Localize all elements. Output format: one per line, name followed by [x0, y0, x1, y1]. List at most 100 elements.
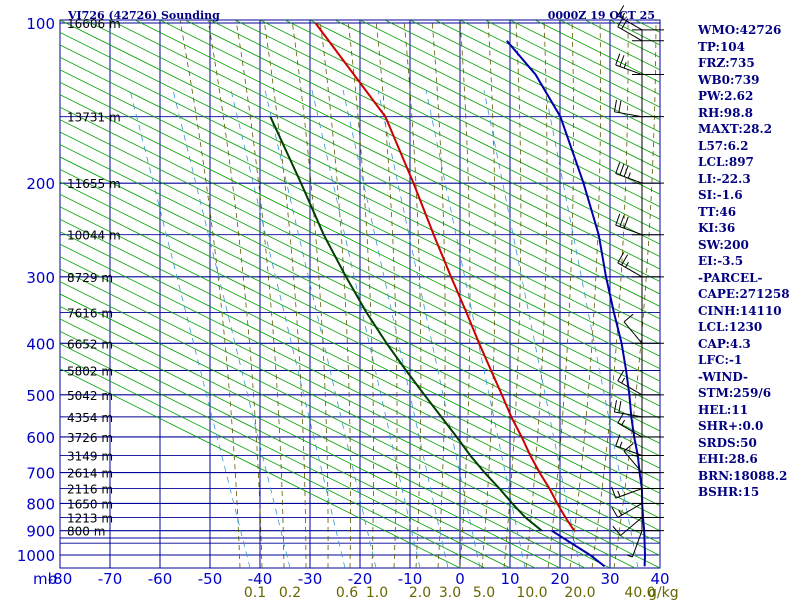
dry-adiabat-line: [60, 368, 461, 568]
surface-parcel-trace: [551, 529, 606, 568]
moist-adiabat-line: [613, 20, 657, 568]
wind-barb-flag: [623, 165, 629, 177]
dry-adiabat-line: [60, 256, 660, 556]
height-label: 1213 m: [67, 511, 113, 525]
dry-adiabat-line: [60, 69, 660, 370]
mixing-ratio-line: [311, 89, 421, 568]
height-label: 16606 m: [67, 17, 121, 31]
wind-barb-flag: [612, 525, 621, 536]
dry-adiabat-line: [234, 20, 660, 233]
moist-adiabat-line: [431, 20, 446, 568]
pressure-tick-label: 900: [26, 523, 55, 541]
stat-item: CAP:4.3: [698, 336, 751, 351]
wind-barb-flag: [623, 443, 634, 452]
mixing-ratio-label: 10.0: [516, 585, 547, 600]
height-label: 11655 m: [67, 177, 121, 191]
stat-item: TT:46: [698, 204, 737, 219]
pressure-tick-label: 400: [26, 335, 55, 353]
stat-item: RH:98.8: [698, 105, 753, 120]
dry-adiabat-line: [109, 20, 660, 295]
dry-adiabat-line: [60, 268, 660, 568]
moist-adiabat-line: [591, 20, 629, 568]
pressure-tick-label: 1000: [17, 547, 55, 565]
dry-adiabat-line: [209, 20, 660, 245]
temperature-tick-label: -10: [398, 570, 423, 588]
height-label: 8729 m: [67, 271, 113, 285]
pressure-tick-label: 600: [26, 429, 55, 447]
stat-item: BSHR:15: [698, 485, 760, 499]
moist-adiabat-line: [291, 20, 329, 568]
wind-barb: [611, 486, 664, 499]
wind-barb-flag: [618, 509, 623, 516]
stat-item: STM:259/6: [698, 386, 772, 400]
wind-barb-staff: [614, 411, 643, 418]
wind-barb: [615, 434, 664, 456]
wind-barb-flag: [623, 216, 629, 229]
mixing-ratio-label: 0.6: [336, 585, 358, 600]
mixing-ratio-label: 20.0: [564, 585, 595, 600]
pressure-tick-label: 200: [26, 175, 55, 193]
stat-item: TP:104: [698, 39, 746, 54]
stat-item: WB0:739: [698, 72, 760, 87]
wind-barb-flag: [615, 213, 621, 226]
wind-barb: [613, 400, 664, 418]
mixing-ratio-line: [544, 89, 639, 568]
height-label: 800 m: [67, 525, 105, 539]
dry-adiabat-line: [60, 106, 660, 407]
wind-barb-staff: [614, 111, 643, 118]
dewpoint-trace: [269, 116, 543, 532]
mixing-ratio-label: 1.0: [366, 585, 388, 600]
mixing-ratio-line: [342, 89, 449, 568]
stat-item: -WIND-: [698, 369, 748, 384]
temperature-trace: [314, 22, 576, 532]
dry-adiabat-line: [60, 293, 611, 568]
wind-barb: [623, 443, 664, 474]
dry-adiabat-line: [60, 119, 660, 419]
moist-adiabat-line: [525, 20, 548, 568]
station-title: VI726 (42726) Sounding: [67, 9, 220, 22]
stat-item: EHI:28.6: [698, 452, 758, 466]
moist-adiabat-line: [403, 20, 422, 568]
wind-barb: [615, 213, 664, 236]
dry-adiabat-line: [60, 81, 660, 382]
moist-adiabat-line: [503, 20, 522, 568]
wind-barb-staff: [617, 15, 643, 31]
stat-item: SRDS:50: [698, 435, 757, 450]
mixing-ratio-label: 0.1: [244, 585, 266, 600]
dry-adiabat-line: [60, 355, 486, 568]
dry-adiabat-line: [60, 56, 660, 357]
dry-adiabat-line: [334, 20, 660, 183]
temperature-tick-label: -70: [98, 570, 123, 588]
moist-adiabat-line: [179, 20, 241, 568]
sounding-traces: [269, 22, 647, 568]
temperature-tick-label: -60: [148, 570, 173, 588]
height-label: 2116 m: [67, 483, 113, 497]
temperature-tick-label: 10: [500, 570, 519, 588]
stat-item: CINH:14110: [698, 303, 782, 318]
temperature-tick-label: 40: [650, 570, 669, 588]
dry-adiabat-line: [359, 20, 660, 170]
stat-item: SW:200: [698, 237, 749, 252]
temperature-tick-label: 30: [600, 570, 619, 588]
wind-barb-flag: [617, 5, 625, 17]
mixing-ratio-line: [264, 89, 377, 568]
dry-adiabat-line: [60, 94, 660, 395]
wind-barb-flag: [611, 506, 619, 518]
wind-barb-flag: [621, 377, 626, 384]
mixing-ratio-line: [377, 89, 481, 568]
moist-adiabat-line: [235, 20, 285, 568]
wind-barb-staff: [617, 422, 643, 438]
wind-barb: [617, 5, 664, 31]
dry-adiabat-line: [134, 20, 660, 282]
moist-adiabat-line: [459, 20, 471, 568]
dry-adiabat-line: [60, 131, 660, 432]
temperature-tick-label: 20: [550, 570, 569, 588]
stat-item: MAXT:28.2: [698, 122, 773, 136]
mixing-ratio-line: [483, 89, 581, 568]
dry-adiabat-line: [60, 343, 511, 568]
wind-barb-staff: [623, 321, 643, 344]
dry-adiabat-line: [60, 306, 586, 568]
stat-item: LI:-22.3: [698, 171, 751, 186]
